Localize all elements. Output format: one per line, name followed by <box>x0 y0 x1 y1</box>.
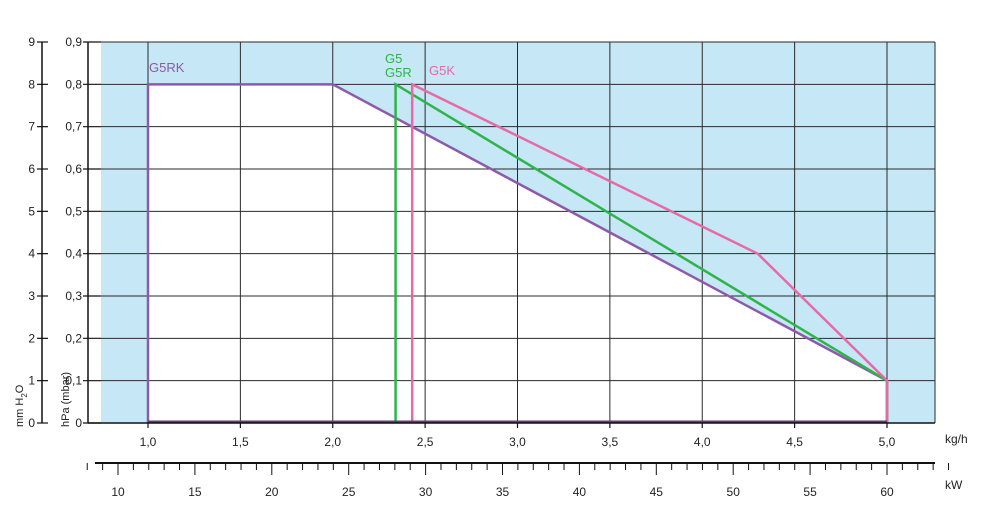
axes <box>37 41 950 475</box>
y-right-title: hPa (mbar) <box>60 372 72 427</box>
y2-tick-label: 6 <box>28 162 35 176</box>
kw-tick-label: 50 <box>727 485 741 499</box>
y2-tick-label: 7 <box>28 120 35 134</box>
series-label-g5: G5 <box>385 51 402 66</box>
kw-tick-label: 25 <box>342 485 356 499</box>
y-tick-label: 0,3 <box>65 289 82 303</box>
y-tick-label: 0,9 <box>65 35 82 49</box>
y2-tick-label: 5 <box>28 204 35 218</box>
x-tick-label: 5,0 <box>879 435 896 449</box>
y2-tick-label: 0 <box>28 416 35 430</box>
y2-tick-label: 8 <box>28 77 35 91</box>
x-unit-label: kg/h <box>945 432 968 446</box>
y-left-title: mm H2O <box>14 384 29 427</box>
y-tick-label: 0,2 <box>65 331 82 345</box>
y2-tick-label: 9 <box>28 35 35 49</box>
x-tick-label: 1,5 <box>232 435 249 449</box>
x-tick-label: 4,5 <box>786 435 803 449</box>
kw-tick-label: 40 <box>573 485 587 499</box>
y-tick-label: 0,5 <box>65 204 82 218</box>
x2-unit-label: kW <box>945 478 963 492</box>
kw-tick-label: 35 <box>496 485 510 499</box>
tick-labels: 1,0 1,5 2,0 2,5 3,0 3,5 4,0 4,5 5,0 0 0,1 0,2 0,3 0,4… <box>28 35 895 499</box>
kw-tick-label: 60 <box>880 485 894 499</box>
y2-tick-label: 2 <box>28 331 35 345</box>
kw-tick-label: 45 <box>650 485 664 499</box>
y-tick-label: 0,4 <box>65 247 82 261</box>
kw-tick-label: 15 <box>188 485 202 499</box>
x-tick-label: 2,0 <box>324 435 341 449</box>
kw-tick-label: 20 <box>265 485 279 499</box>
series-label-g5rk: G5RK <box>149 60 185 75</box>
x-tick-label: 1,0 <box>140 435 157 449</box>
series-lines <box>146 82 889 424</box>
y2-tick-label: 1 <box>28 374 35 388</box>
kw-tick-label: 55 <box>803 485 817 499</box>
y2-tick-label: 4 <box>28 247 35 261</box>
x-tick-label: 2,5 <box>417 435 434 449</box>
series-line-g5k <box>410 82 889 423</box>
y2-tick-label: 3 <box>28 289 35 303</box>
y-tick-label: 0,1 <box>65 374 82 388</box>
x-tick-label: 3,0 <box>509 435 526 449</box>
x-tick-label: 3,5 <box>602 435 619 449</box>
y-tick-label: 0,8 <box>65 77 82 91</box>
series-label-g5k: G5K <box>429 63 455 78</box>
x-tick-label: 4,0 <box>694 435 711 449</box>
kw-tick-label: 30 <box>419 485 433 499</box>
y-tick-label: 0,6 <box>65 162 82 176</box>
y-tick-label: 0,7 <box>65 120 82 134</box>
series-label-g5r: G5R <box>385 65 412 80</box>
kw-tick-label: 10 <box>111 485 125 499</box>
y-tick-label: 0 <box>75 416 82 430</box>
